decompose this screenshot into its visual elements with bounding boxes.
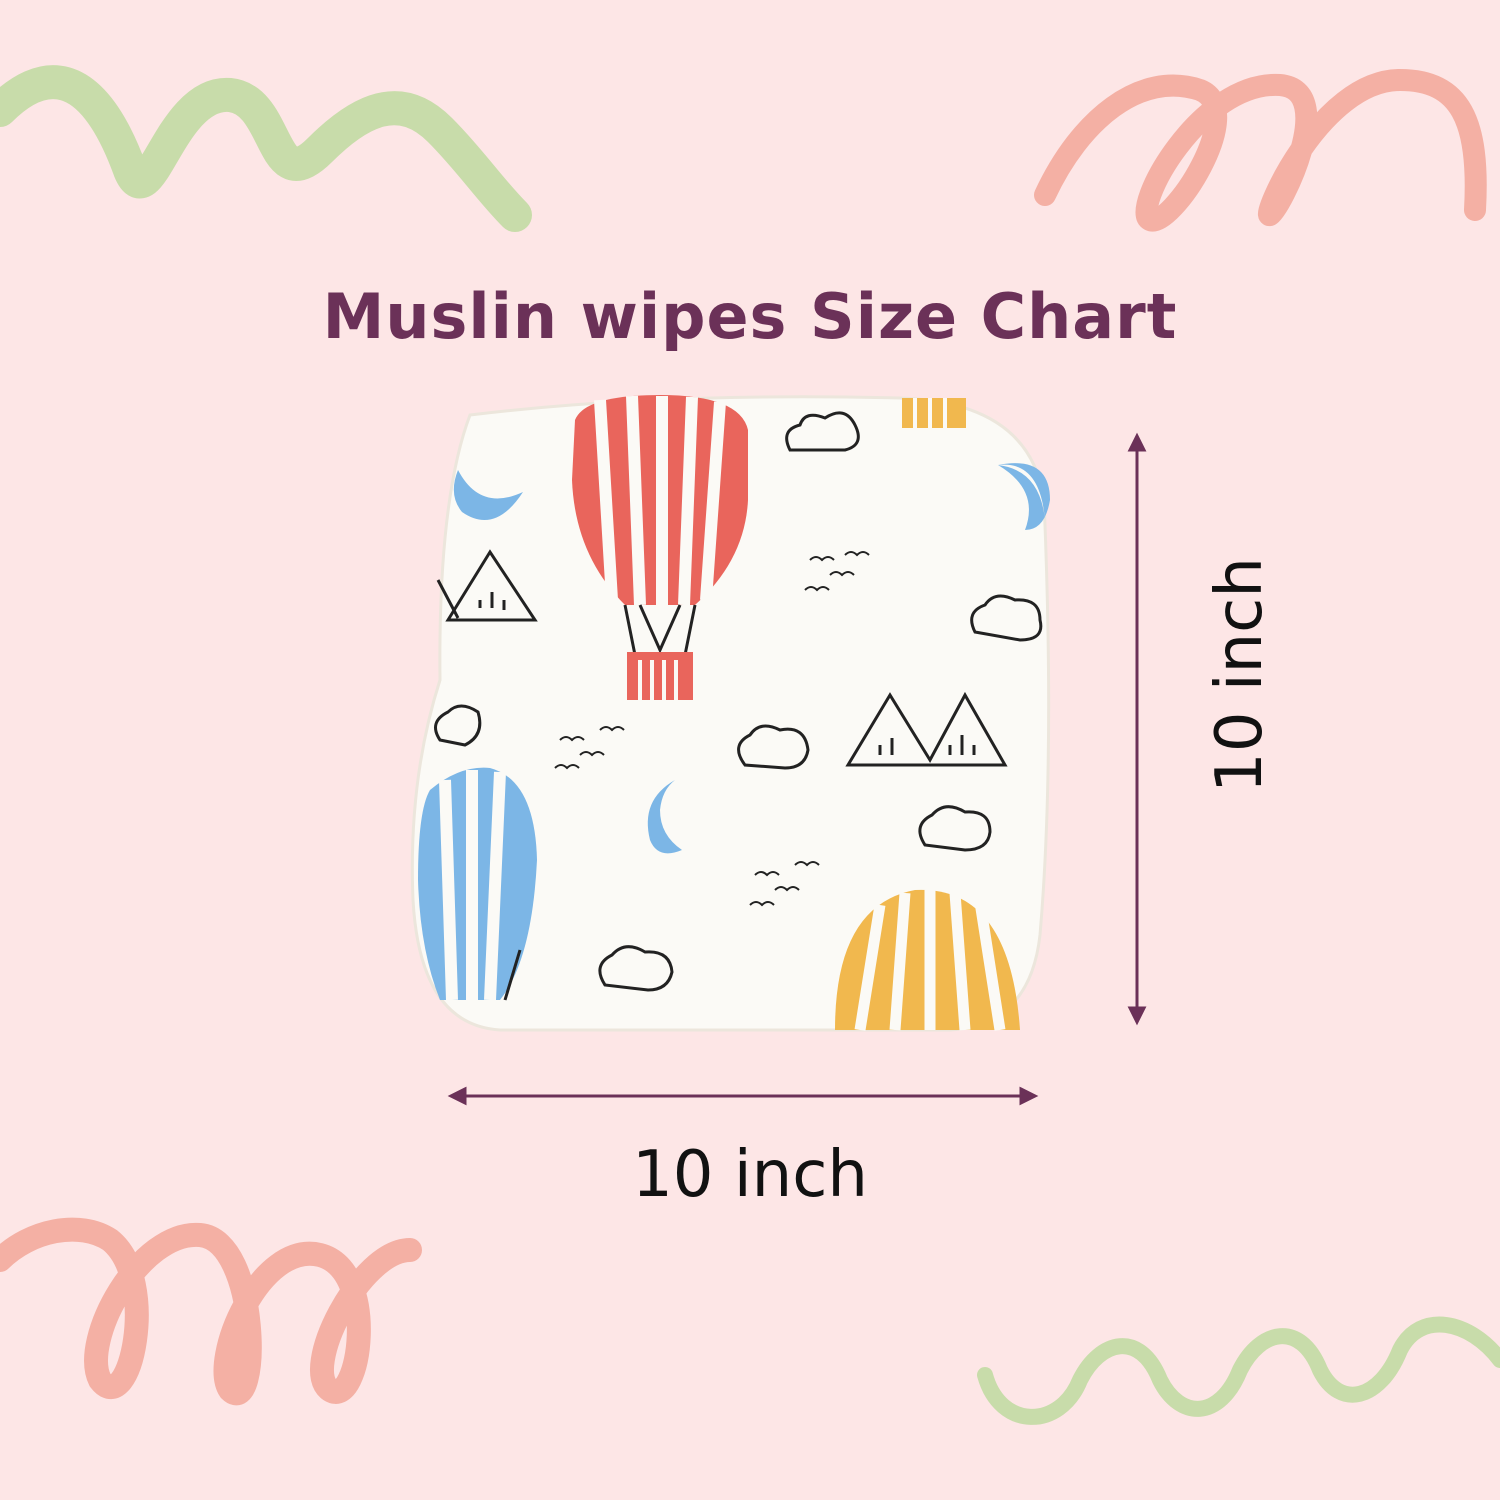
cloud-2 — [970, 594, 1043, 642]
cloud-5 — [918, 805, 992, 852]
mountains-left — [436, 549, 538, 622]
moon-center — [647, 780, 682, 854]
cloud-6 — [598, 945, 674, 992]
yellow-hot-air-balloon — [835, 889, 1020, 1031]
moon-left — [453, 470, 523, 521]
moon-right — [998, 463, 1050, 530]
pink-squiggle-top-right — [1034, 68, 1487, 232]
red-hot-air-balloon — [572, 395, 748, 700]
cloud-3 — [434, 704, 482, 747]
chart-title: Muslin wipes Size Chart — [322, 280, 1178, 353]
green-squiggle-top-left — [0, 65, 532, 232]
height-label: 10 inch — [1203, 557, 1277, 793]
cloud-4 — [737, 724, 810, 770]
width-arrow — [447, 1086, 1039, 1106]
yellow-basket — [902, 398, 966, 428]
wipe-fabric — [410, 395, 1051, 1032]
pink-squiggle-bottom-left — [0, 1217, 422, 1406]
width-label: 10 inch — [632, 1138, 868, 1212]
mountains-right — [845, 691, 1008, 767]
muslin-wipe-image — [410, 395, 1051, 1032]
green-squiggle-bottom-right — [977, 1316, 1500, 1425]
height-arrow — [1127, 432, 1147, 1026]
blue-hot-air-balloon — [418, 767, 537, 1001]
cloud-1 — [785, 411, 860, 452]
birds — [554, 551, 870, 907]
